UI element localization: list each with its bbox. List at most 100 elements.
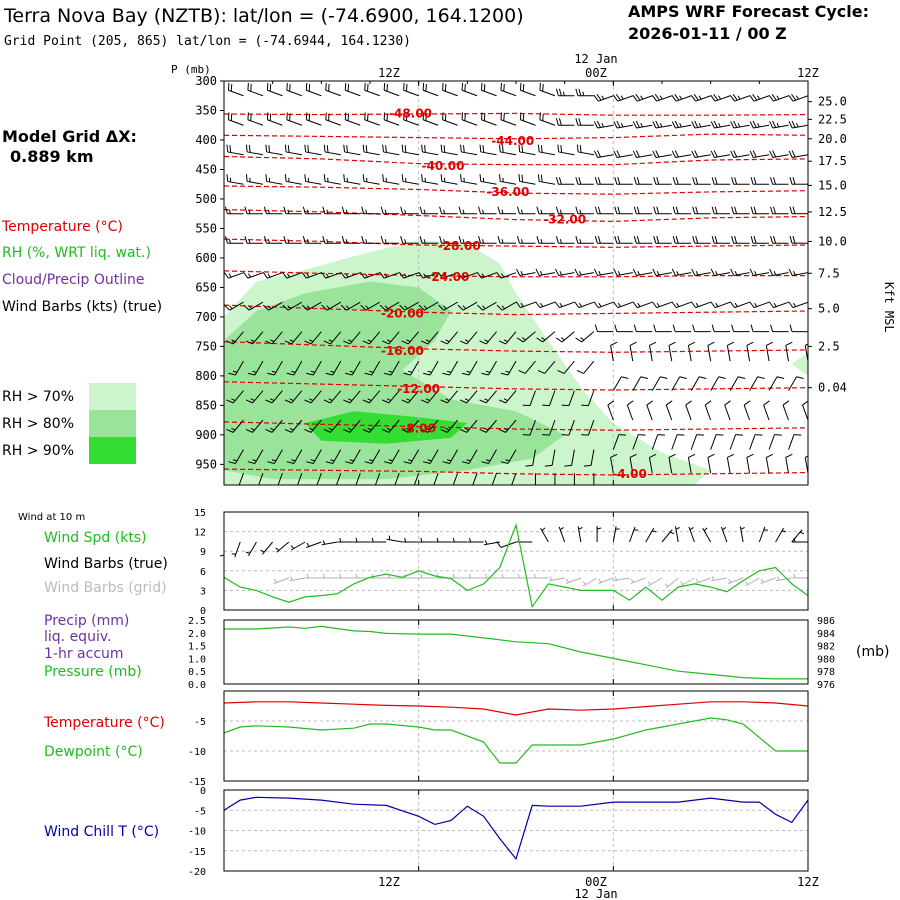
forecast-cycle-value: 2026-01-11 / 00 Z xyxy=(628,24,787,43)
barb-half-feather xyxy=(323,573,326,579)
upper-wind-barb xyxy=(807,448,808,450)
barb-full-feather xyxy=(286,461,294,464)
barb-half-feather xyxy=(652,530,657,533)
barb-half-feather xyxy=(250,427,255,431)
upper-wind-barb xyxy=(305,82,322,97)
upper-wind-barb xyxy=(325,112,341,126)
barb-full-feather xyxy=(245,428,253,433)
barb-full-feather xyxy=(518,369,526,374)
barb-half-feather xyxy=(406,427,411,431)
barb-staff xyxy=(671,434,678,450)
upper-wind-barb xyxy=(581,419,595,436)
upper-wind-barb xyxy=(323,390,342,404)
upper-wind-barb xyxy=(266,82,283,97)
barb-staff xyxy=(402,151,419,156)
upper-wind-barb xyxy=(542,390,556,407)
barb-full-feather xyxy=(425,84,427,92)
barb-half-feather xyxy=(384,209,387,214)
barb-full-feather xyxy=(610,453,618,458)
barb-full-feather xyxy=(567,489,574,491)
barb-staff xyxy=(675,95,692,102)
barb-staff xyxy=(746,345,751,362)
barb-full-feather xyxy=(282,304,289,311)
barb-half-feather xyxy=(796,123,799,128)
barb-full-feather xyxy=(734,206,738,214)
barb-full-feather xyxy=(289,84,291,92)
barb-staff xyxy=(647,577,663,587)
barb-full-feather xyxy=(749,301,755,308)
upper-wind-barb xyxy=(341,236,361,244)
barb-half-feather xyxy=(367,427,372,431)
upper-wind-barb xyxy=(340,271,361,279)
barb-staff xyxy=(248,541,257,557)
barb-half-feather xyxy=(446,459,452,462)
barb-full-feather xyxy=(304,340,312,345)
barb-full-feather xyxy=(627,400,634,406)
barb-staff xyxy=(581,331,595,343)
true-wind-barb xyxy=(354,537,370,543)
upper-wind-barb xyxy=(518,174,536,185)
isotherm-label-5: -28.00 xyxy=(438,239,481,253)
barb-full-feather xyxy=(328,113,330,121)
upper-wind-barb xyxy=(535,301,556,309)
barb-full-feather xyxy=(382,399,390,404)
barb-full-feather xyxy=(361,206,365,214)
barb-full-feather xyxy=(528,489,535,491)
barb-half-feather xyxy=(371,573,374,579)
upper-wind-barb xyxy=(707,341,715,362)
barb-full-feather xyxy=(386,84,388,92)
grid-wind-barb xyxy=(582,577,598,587)
barb-half-feather xyxy=(795,95,800,100)
barb-full-feather xyxy=(773,177,777,185)
upper-wind-barb xyxy=(301,271,322,279)
barb-full-feather xyxy=(498,428,506,433)
barb-staff xyxy=(610,345,614,362)
upper-wind-barb xyxy=(653,324,672,333)
barb-staff xyxy=(637,95,653,102)
true-wind-barb xyxy=(739,526,745,543)
barb-full-feather xyxy=(325,372,333,376)
upper-wind-barb xyxy=(481,360,497,376)
upper-wind-barb xyxy=(536,331,556,343)
upper-wind-barb xyxy=(380,236,400,244)
upper-wind-barb xyxy=(497,236,516,244)
barb-full-feather xyxy=(268,145,271,153)
barb-full-feather xyxy=(457,271,463,279)
barb-half-feather xyxy=(364,273,368,278)
barb-half-feather xyxy=(505,459,510,462)
barb-half-feather xyxy=(367,339,372,343)
barb-staff xyxy=(442,119,458,126)
upper-wind-barb xyxy=(710,268,731,276)
upper-wind-barb xyxy=(282,301,303,311)
upper-wind-barb xyxy=(438,301,458,311)
barb-full-feather xyxy=(635,150,640,158)
barb-staff xyxy=(758,526,766,543)
barb-full-feather xyxy=(525,464,533,467)
barb-full-feather xyxy=(321,304,328,311)
wind-tick-label-0: 0 xyxy=(200,606,206,617)
upper-wind-barb xyxy=(711,206,731,215)
barb-full-feather xyxy=(479,174,482,182)
precip-tick-label-2: 1.0 xyxy=(188,654,206,665)
barb-full-feather xyxy=(476,271,482,279)
barb-half-feather xyxy=(756,95,761,100)
barb-staff xyxy=(802,404,808,421)
barb-full-feather xyxy=(729,95,735,102)
upper-wind-barb xyxy=(461,82,478,97)
barb-full-feather xyxy=(677,434,685,436)
upper-wind-barb xyxy=(671,268,692,276)
true-wind-barb xyxy=(645,527,657,543)
barb-half-feather xyxy=(403,273,407,278)
barb-full-feather xyxy=(576,144,579,152)
barb-half-feather xyxy=(367,398,372,402)
true-wind-barb xyxy=(629,526,639,543)
barb-full-feather xyxy=(459,399,467,404)
barb-full-feather xyxy=(442,112,444,120)
barb-full-feather xyxy=(616,150,621,158)
barb-half-feather xyxy=(676,270,679,276)
isotherm-3 xyxy=(224,185,808,195)
barb-staff xyxy=(267,89,283,97)
barb-full-feather xyxy=(404,145,407,153)
barb-half-feather xyxy=(232,459,238,462)
upper-wind-barb xyxy=(749,150,770,158)
